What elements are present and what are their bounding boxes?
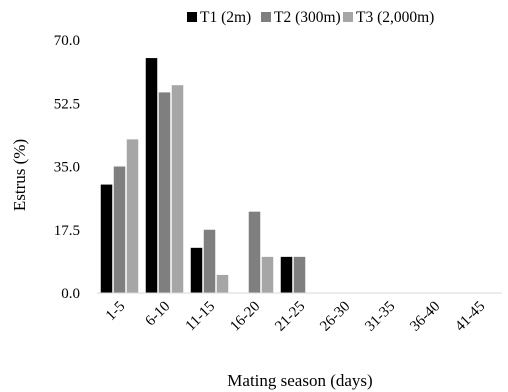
x-tick-label: 41-45 — [452, 299, 488, 335]
y-axis: 0.0 17.5 35.0 52.5 70.0 — [54, 33, 80, 302]
x-tick-label: 36-40 — [407, 299, 443, 335]
x-tick-label: 16-20 — [227, 299, 263, 335]
bar-2-16-20 — [248, 211, 261, 293]
legend-label-1: T1 (2m) — [200, 9, 251, 26]
x-tick-label: 1-5 — [103, 299, 128, 324]
legend-swatch-3 — [343, 12, 353, 22]
legend-swatch-2 — [261, 12, 271, 22]
bar-2-11-15 — [203, 229, 216, 293]
bar-3-1-5 — [126, 139, 139, 293]
bar-1-6-10 — [145, 58, 158, 294]
y-tick-label: 52.5 — [54, 96, 80, 112]
legend-label-2: T2 (300m) — [274, 9, 341, 26]
x-tick-label: 31-35 — [362, 299, 398, 335]
bar-2-21-25 — [293, 256, 306, 293]
x-tick-label: 11-15 — [183, 299, 219, 335]
bar-1-1-5 — [100, 184, 113, 293]
legend-swatch-1 — [187, 12, 197, 22]
bars-group — [100, 58, 306, 294]
y-tick-label: 70.0 — [54, 33, 80, 49]
y-tick-label: 17.5 — [54, 223, 80, 239]
legend-label-3: T3 (2,000m) — [356, 9, 434, 26]
chart-legend: T1 (2m) T2 (300m) T3 (2,000m) — [187, 9, 434, 26]
bar-1-21-25 — [280, 256, 293, 293]
y-axis-title: Estrus (%) — [10, 139, 29, 211]
x-axis-title: Mating season (days) — [227, 371, 372, 390]
y-tick-label: 0.0 — [61, 286, 80, 302]
bar-3-6-10 — [171, 85, 184, 293]
bar-2-1-5 — [113, 166, 126, 293]
bar-1-11-15 — [190, 247, 203, 293]
x-tick-label: 6-10 — [143, 299, 174, 330]
x-tick-label: 21-25 — [272, 299, 308, 335]
x-axis: 1-5 6-10 11-15 16-20 21-25 26-30 31-35 36-40 41-… — [97, 292, 502, 335]
bar-2-6-10 — [158, 92, 171, 294]
x-tick-label: 26-30 — [317, 299, 353, 335]
bar-3-11-15 — [216, 274, 229, 293]
y-tick-label: 35.0 — [54, 160, 80, 176]
bar-3-16-20 — [261, 256, 274, 293]
